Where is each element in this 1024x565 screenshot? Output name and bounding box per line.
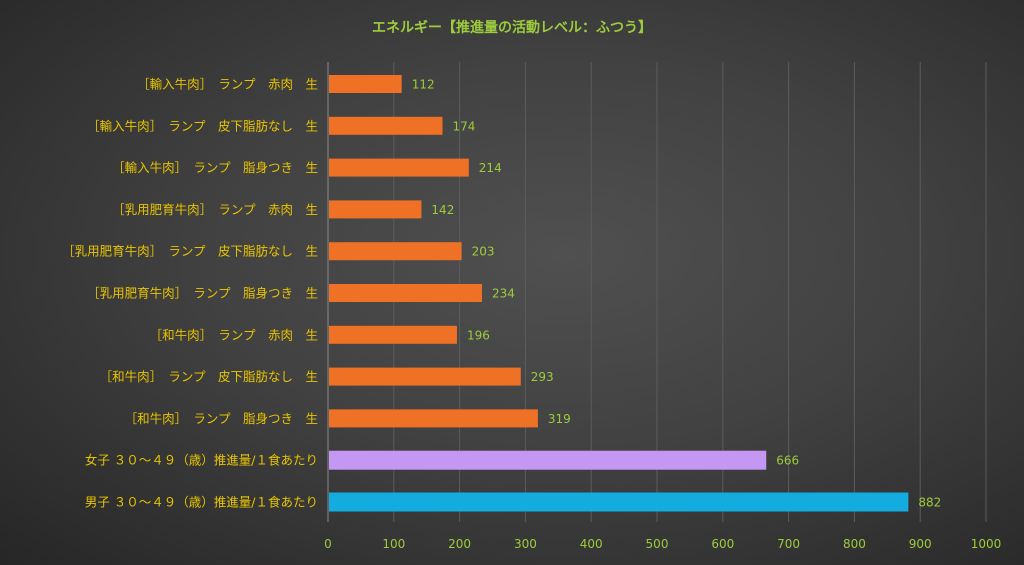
bar (329, 325, 457, 344)
data-label: 203 (472, 245, 495, 259)
category-labels: ［輸入牛肉］ ランプ 赤肉 生 ［輸入牛肉］ ランプ 皮下脂肪なし 生 ［輸入牛肉］… (62, 77, 318, 510)
x-axis-ticks: 0 100 200 300 400 500 600 700 800 900 1000 (324, 537, 1001, 551)
data-label: 112 (412, 78, 435, 92)
category-label: 女子 ３０～４９（歳）推進量/１食あたり (85, 453, 318, 468)
category-label: ［乳用肥育牛肉］ ランプ 脂身つき 生 (87, 286, 318, 301)
bar (329, 492, 909, 512)
category-label: ［乳用肥育牛肉］ ランプ 赤肉 生 (112, 202, 318, 217)
chart-title: エネルギー【推進量の活動レベル：ふつう】 (372, 19, 652, 36)
bar (329, 158, 469, 177)
bar (329, 242, 462, 261)
bar (329, 75, 402, 93)
data-label: 214 (479, 161, 502, 175)
x-tick-label: 700 (777, 537, 800, 551)
bar (329, 284, 482, 302)
x-tick-label: 900 (909, 537, 932, 551)
data-label: 882 (918, 496, 941, 510)
category-label: ［和牛肉］ ランプ 皮下脂肪なし 生 (100, 369, 318, 384)
data-label: 666 (776, 454, 799, 468)
x-tick-label: 0 (324, 537, 332, 551)
x-tick-label: 300 (514, 537, 537, 551)
category-label: ［和牛肉］ ランプ 赤肉 生 (150, 327, 318, 342)
category-label: 男子 ３０～４９（歳）推進量/１食あたり (85, 495, 318, 510)
category-label: ［輸入牛肉］ ランプ 赤肉 生 (137, 77, 318, 92)
bar (329, 200, 422, 219)
bar (329, 367, 521, 386)
x-tick-label: 1000 (971, 537, 1002, 551)
grid-lines (327, 62, 987, 522)
bar (329, 116, 443, 135)
data-label: 293 (531, 370, 554, 384)
category-label: ［乳用肥育牛肉］ ランプ 皮下脂肪なし 生 (62, 244, 318, 259)
data-label: 142 (431, 203, 454, 217)
x-tick-label: 100 (382, 537, 405, 551)
x-tick-label: 800 (843, 537, 866, 551)
x-tick-label: 600 (711, 537, 734, 551)
bar (329, 409, 538, 428)
x-tick-label: 400 (580, 537, 603, 551)
category-label: ［輸入牛肉］ ランプ 脂身つき 生 (112, 160, 318, 175)
data-label: 234 (492, 287, 515, 301)
bar (329, 450, 767, 470)
data-label: 196 (467, 328, 490, 342)
data-labels: 112 174 214 142 203 234 196 293 319 666 882 (412, 78, 942, 510)
data-label: 174 (452, 119, 475, 133)
bars (329, 75, 909, 512)
data-label: 319 (548, 412, 571, 426)
x-tick-label: 500 (646, 537, 669, 551)
category-label: ［和牛肉］ ランプ 脂身つき 生 (125, 411, 318, 426)
x-tick-label: 200 (448, 537, 471, 551)
category-label: ［輸入牛肉］ ランプ 皮下脂肪なし 生 (87, 118, 318, 133)
